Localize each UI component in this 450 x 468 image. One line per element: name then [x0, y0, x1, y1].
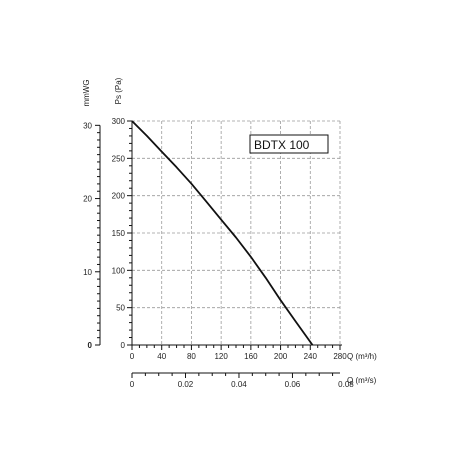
- x-tick-label: 200: [274, 352, 288, 361]
- x-tick-label: 80: [187, 352, 196, 361]
- y-tick-label: 300: [112, 117, 126, 126]
- y-axis-label: Ps (Pa): [114, 77, 123, 104]
- fan-curve-line: [131, 120, 314, 346]
- x2-tick-label: 0: [130, 380, 135, 389]
- y-tick-label: 250: [112, 154, 126, 163]
- x-tick-label: 280: [333, 352, 347, 361]
- x-tick-label: 0: [130, 352, 135, 361]
- model-label-box: [249, 134, 329, 154]
- y2-tick-label: 30: [83, 121, 92, 130]
- y-tick-label: 100: [112, 266, 126, 275]
- x-tick-label: 240: [304, 352, 318, 361]
- y2-tick-label: 10: [83, 268, 92, 277]
- y2-tick-label: 0: [88, 341, 93, 350]
- x2-tick-label: 0.06: [285, 380, 301, 389]
- model-label: BDTX 100: [254, 138, 310, 152]
- x2-axis-label: Q (m³/s): [347, 376, 377, 385]
- x-axis-label: Q (m³/h): [347, 352, 377, 361]
- y-tick-label: 200: [112, 192, 126, 201]
- x-tick-label: 120: [214, 352, 228, 361]
- y2-tick-label: 20: [83, 195, 92, 204]
- x2-tick-label: 0.08: [338, 380, 354, 389]
- x2-tick-label: 0.04: [231, 380, 247, 389]
- y-tick-label: 0: [121, 341, 126, 350]
- x-tick-label: 160: [244, 352, 258, 361]
- y-tick-label: 150: [112, 229, 126, 238]
- y-tick-label: 50: [116, 304, 125, 313]
- x-tick-label: 40: [157, 352, 166, 361]
- y2-axis-label: mmWG: [82, 79, 91, 106]
- x2-tick-label: 0.02: [178, 380, 194, 389]
